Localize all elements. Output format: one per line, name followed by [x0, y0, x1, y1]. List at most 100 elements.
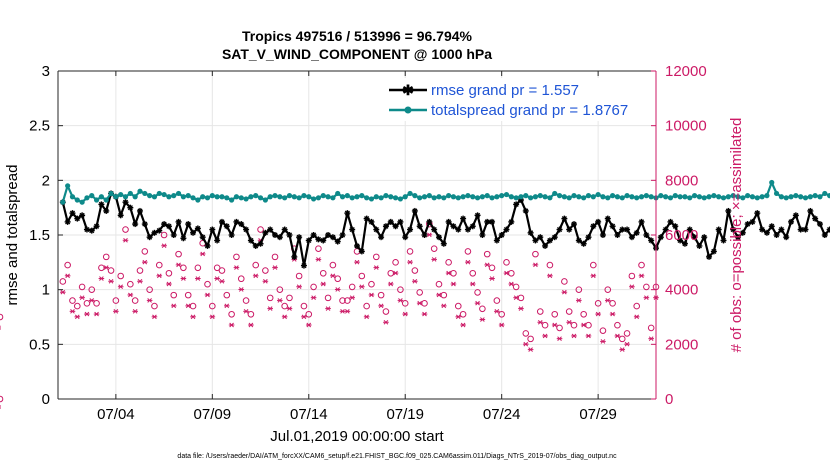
rmse-marker-stroke [499, 232, 505, 238]
rmse-marker-stroke [180, 235, 186, 241]
obs-assimilated-point [595, 311, 601, 317]
rmse-marker-stroke [720, 237, 727, 244]
rmse-point [464, 226, 471, 233]
totalspread-point [132, 194, 138, 200]
totalspread-point [706, 194, 712, 200]
rmse-point [561, 215, 568, 222]
rmse-marker-stroke [436, 234, 442, 240]
obs-possible-point [532, 250, 539, 258]
obs-assimilated-point [638, 273, 645, 279]
y-right-tick-label: 12000 [665, 63, 707, 80]
rmse-marker-stroke [691, 234, 698, 240]
rmse-point [411, 207, 418, 214]
rmse-point [175, 218, 182, 225]
obs-possible-point [590, 261, 597, 269]
obs-possible-point [102, 253, 110, 261]
obs-assimilated-stroke [436, 292, 442, 298]
obs-assimilated-point [185, 303, 192, 309]
obs-assimilated-stroke [542, 333, 548, 339]
obs-assimilated-point [508, 281, 515, 287]
obs-assimilated-stroke [600, 339, 606, 344]
obs-assimilated-stroke [480, 317, 485, 322]
obs-assimilated-point [402, 311, 409, 317]
rmse-point [479, 232, 486, 238]
obs-possible-point [213, 264, 221, 272]
obs-possible-point [281, 302, 288, 310]
obs-assimilated-point [190, 314, 196, 320]
x-tick-label: 07/14 [290, 406, 328, 423]
chart-title-line1: Tropics 497516 / 513996 = 96.794% [242, 28, 473, 44]
obs-assimilated-stroke [108, 278, 114, 284]
obs-assimilated-point [117, 284, 124, 290]
rmse-marker-stroke [359, 248, 365, 254]
rmse-marker-stroke [402, 234, 408, 240]
x-tick-label: 07/24 [483, 406, 521, 423]
obs-assimilated-stroke [378, 303, 384, 309]
obs-assimilated-stroke [629, 284, 635, 290]
totalspread-point [147, 193, 153, 199]
obs-assimilated-stroke [128, 292, 133, 298]
obs-assimilated-point [445, 270, 452, 276]
rmse-point [609, 223, 616, 230]
obs-assimilated-stroke [547, 273, 553, 279]
totalspread-point [122, 194, 129, 200]
obs-possible-point [561, 278, 568, 285]
rmse-point [122, 199, 129, 206]
obs-assimilated-stroke [282, 314, 287, 320]
rmse-point [305, 237, 312, 244]
rmse-point [64, 218, 71, 225]
obs-assimilated-stroke [639, 273, 644, 279]
totalspread-point [142, 190, 148, 197]
totalspread-point [209, 193, 215, 199]
obs-possible-point [180, 264, 187, 272]
totalspread-point [407, 190, 413, 197]
obs-assimilated-point [407, 259, 413, 265]
totalspread-point [161, 191, 167, 198]
obs-assimilated-point [537, 319, 544, 325]
obs-possible-point [112, 297, 120, 304]
totalspread-point [180, 194, 186, 200]
totalspread-point [84, 195, 90, 201]
totalspread-point [638, 194, 645, 200]
totalspread-point [296, 195, 302, 201]
rmse-point [440, 240, 447, 247]
totalspread-point [470, 194, 476, 200]
totalspread-point [175, 190, 182, 197]
obs-possible-point [647, 324, 655, 332]
totalspread-point [648, 194, 654, 200]
obs-assimilated-stroke [99, 276, 104, 281]
rmse-marker-stroke [663, 226, 669, 233]
totalspread-point [788, 194, 794, 200]
totalspread-point [320, 193, 326, 199]
obs-assimilated-point [580, 322, 587, 328]
rmse-point [426, 218, 433, 225]
rmse-point [672, 223, 679, 230]
obs-possible-point [218, 267, 226, 274]
legend-box [383, 78, 651, 121]
obs-assimilated-stroke [576, 298, 582, 303]
obs-possible-point [266, 294, 274, 302]
rmse-point [272, 232, 279, 238]
rmse-point [69, 210, 76, 217]
totalspread-point [248, 194, 254, 200]
totalspread-point [624, 193, 630, 199]
obs-possible-point [435, 280, 443, 288]
y-right-tick-label: 10000 [665, 118, 707, 135]
totalspread-point [74, 197, 80, 203]
totalspread-point [325, 194, 331, 200]
obs-assimilated-stroke [84, 311, 90, 317]
totalspread-point [349, 195, 355, 201]
totalspread-point [773, 190, 780, 197]
obs-assimilated-point [60, 289, 66, 295]
totalspread-point [272, 193, 278, 199]
rmse-point [710, 248, 717, 255]
obs-assimilated-point [455, 314, 462, 320]
rmse-marker-stroke [253, 243, 259, 249]
rmse-marker-stroke [528, 230, 534, 236]
obs-possible-point [401, 300, 409, 307]
obs-assimilated-stroke [70, 309, 75, 314]
totalspread-point [93, 197, 100, 203]
rmse-marker-stroke [585, 234, 592, 240]
totalspread-point [267, 194, 273, 200]
obs-assimilated-stroke [595, 311, 601, 317]
